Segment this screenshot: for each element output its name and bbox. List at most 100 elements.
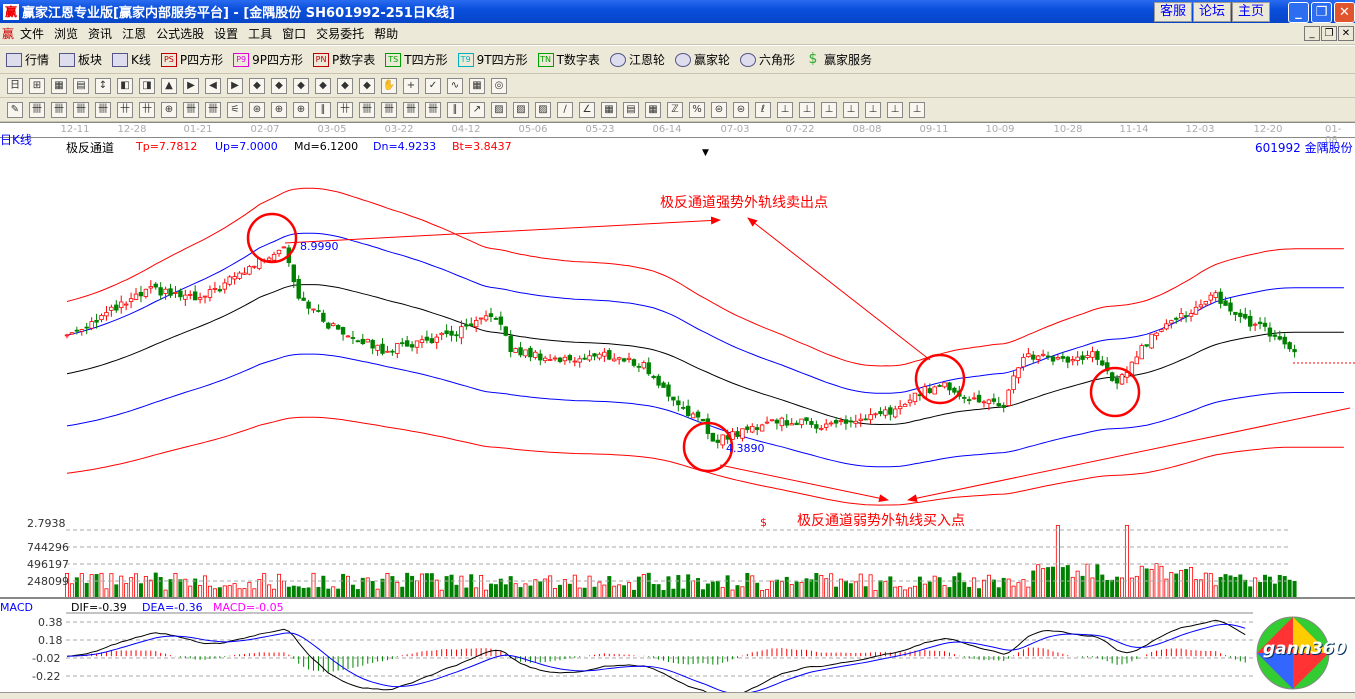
drawing-tool-icon[interactable]: ⊕ — [293, 101, 309, 118]
toolbar-item-2[interactable]: K线 — [112, 51, 151, 68]
volume-bar — [198, 585, 203, 599]
drawing-tool-icon[interactable]: ◆ — [315, 77, 331, 94]
menu-settings[interactable]: 设置 — [214, 27, 239, 41]
menu-formula[interactable]: 公式选股 — [156, 27, 205, 41]
drawing-tool-icon[interactable]: ∥ — [315, 101, 331, 118]
toolbar-item-5[interactable]: PN P数字表 — [313, 51, 375, 68]
drawing-tool-icon[interactable]: 卌 — [205, 101, 221, 118]
drawing-tool-icon[interactable]: ∥ — [447, 101, 463, 118]
drawing-tool-icon[interactable]: ↗ — [469, 101, 485, 118]
drawing-tool-icon[interactable]: ▦ — [469, 77, 485, 94]
homepage-button[interactable]: 主页 — [1232, 2, 1270, 22]
drawing-tool-icon[interactable]: ⊜ — [733, 101, 749, 118]
toolbar-item-3[interactable]: PS P四方形 — [160, 51, 223, 68]
drawing-tool-icon[interactable]: ⊥ — [843, 101, 859, 118]
customer-service-button[interactable]: 客服 — [1154, 2, 1192, 22]
drawing-tool-icon[interactable]: ▦ — [51, 77, 67, 94]
menu-window[interactable]: 窗口 — [282, 27, 307, 41]
drawing-tool-icon[interactable]: 卄 — [139, 101, 155, 118]
drawing-tool-icon[interactable]: ⊥ — [909, 101, 925, 118]
drawing-tool-icon[interactable]: ⊕ — [271, 101, 287, 118]
drawing-tool-icon[interactable]: 卌 — [425, 101, 441, 118]
toolbar-item-4[interactable]: P9 9P四方形 — [233, 51, 303, 68]
drawing-tool-icon[interactable]: ◧ — [117, 77, 133, 94]
drawing-tool-icon[interactable]: ✎ — [7, 101, 23, 118]
drawing-tool-icon[interactable]: ⊥ — [777, 101, 793, 118]
drawing-tool-icon[interactable]: 卌 — [381, 101, 397, 118]
drawing-tool-icon[interactable]: ◎ — [491, 77, 507, 94]
drawing-tool-icon[interactable]: ⚟ — [227, 101, 243, 118]
menu-help[interactable]: 帮助 — [374, 27, 399, 41]
drawing-tool-icon[interactable]: 卌 — [51, 101, 67, 118]
toolbar-item-6[interactable]: TS T四方形 — [385, 51, 448, 68]
drawing-tool-icon[interactable]: ⊛ — [249, 101, 265, 118]
restore-icon[interactable]: ❐ — [1311, 2, 1332, 23]
drawing-tool-icon[interactable]: 卌 — [359, 101, 375, 118]
volume-bar — [622, 585, 627, 599]
drawing-tool-icon[interactable]: ◀ — [205, 77, 221, 94]
drawing-tool-icon[interactable]: ▨ — [513, 101, 529, 118]
forum-button[interactable]: 论坛 — [1193, 2, 1231, 22]
menu-trade[interactable]: 交易委托 — [316, 27, 365, 41]
toolbar-item-7[interactable]: T9 9T四方形 — [457, 51, 528, 68]
drawing-tool-icon[interactable]: ▲ — [161, 77, 177, 94]
drawing-tool-icon[interactable]: ∕ — [557, 101, 573, 118]
drawing-tool-icon[interactable]: ⊜ — [711, 101, 727, 118]
drawing-tool-icon[interactable]: ∠ — [579, 101, 595, 118]
toolbar-item-11[interactable]: 六角形 — [739, 51, 795, 68]
toolbar-item-0[interactable]: 行情 — [6, 51, 49, 68]
minimize-icon[interactable]: _ — [1288, 2, 1309, 23]
drawing-tool-icon[interactable]: ⊥ — [887, 101, 903, 118]
drawing-tool-icon[interactable]: 日 — [7, 77, 23, 94]
drawing-tool-icon[interactable]: ◆ — [359, 77, 375, 94]
mdi-minimize-icon[interactable]: _ — [1304, 26, 1320, 41]
drawing-tool-icon[interactable]: ▨ — [491, 101, 507, 118]
drawing-tool-icon[interactable]: ⊕ — [161, 101, 177, 118]
drawing-tool-icon[interactable]: ⊞ — [29, 77, 45, 94]
gann360-logo: gann360 — [1255, 614, 1353, 692]
drawing-tool-icon[interactable]: ▶ — [227, 77, 243, 94]
drawing-tool-icon[interactable]: ▦ — [601, 101, 617, 118]
drawing-tool-icon[interactable]: ◆ — [271, 77, 287, 94]
drawing-tool-icon[interactable]: ↕ — [95, 77, 111, 94]
drawing-tool-icon[interactable]: 卌 — [403, 101, 419, 118]
drawing-tool-icon[interactable]: ▤ — [73, 77, 89, 94]
drawing-tool-icon[interactable]: ⊥ — [799, 101, 815, 118]
drawing-tool-icon[interactable]: ▦ — [645, 101, 661, 118]
drawing-tool-icon[interactable]: ◆ — [293, 77, 309, 94]
drawing-tool-icon[interactable]: + — [403, 77, 419, 94]
drawing-tool-icon[interactable]: 卌 — [95, 101, 111, 118]
menu-file[interactable]: 文件 — [20, 27, 45, 41]
drawing-tool-icon[interactable]: 卌 — [73, 101, 89, 118]
toolbar-item-8[interactable]: TN T数字表 — [537, 51, 600, 68]
drawing-tool-icon[interactable]: ℤ — [667, 101, 683, 118]
mdi-close-icon[interactable]: ✕ — [1338, 26, 1354, 41]
toolbar-item-10[interactable]: 赢家轮 — [674, 51, 730, 68]
menu-gann[interactable]: 江恩 — [122, 27, 147, 41]
drawing-tool-icon[interactable]: ⊥ — [865, 101, 881, 118]
drawing-tool-icon[interactable]: ▶ — [183, 77, 199, 94]
drawing-tool-icon[interactable]: ▨ — [535, 101, 551, 118]
drawing-tool-icon[interactable]: ✓ — [425, 77, 441, 94]
drawing-tool-icon[interactable]: 卄 — [337, 101, 353, 118]
drawing-tool-icon[interactable]: ⊥ — [821, 101, 837, 118]
toolbar-item-9[interactable]: 江恩轮 — [609, 51, 665, 68]
drawing-tool-icon[interactable]: ◆ — [249, 77, 265, 94]
drawing-tool-icon[interactable]: 卌 — [29, 101, 45, 118]
drawing-tool-icon[interactable]: ✋ — [381, 77, 397, 94]
drawing-tool-icon[interactable]: 卄 — [117, 101, 133, 118]
drawing-tool-icon[interactable]: % — [689, 101, 705, 118]
toolbar-item-1[interactable]: 板块 — [59, 51, 102, 68]
menu-tools[interactable]: 工具 — [248, 27, 273, 41]
drawing-tool-icon[interactable]: ℓ — [755, 101, 771, 118]
drawing-tool-icon[interactable]: ▤ — [623, 101, 639, 118]
drawing-tool-icon[interactable]: ∿ — [447, 77, 463, 94]
toolbar-item-12[interactable]: $ 赢家服务 — [805, 51, 872, 68]
menu-info[interactable]: 资讯 — [88, 27, 113, 41]
menu-browse[interactable]: 浏览 — [54, 27, 79, 41]
drawing-tool-icon[interactable]: ◨ — [139, 77, 155, 94]
mdi-restore-icon[interactable]: ❐ — [1321, 26, 1337, 41]
drawing-tool-icon[interactable]: 卌 — [183, 101, 199, 118]
drawing-tool-icon[interactable]: ◆ — [337, 77, 353, 94]
